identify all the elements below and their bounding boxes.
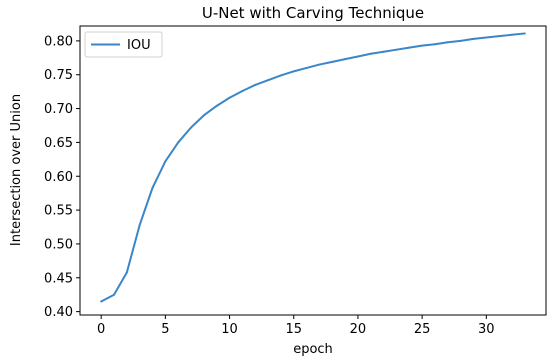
data-point	[472, 37, 475, 40]
x-tick-label: 25	[414, 322, 431, 337]
series-layer	[100, 32, 526, 303]
data-point	[113, 293, 116, 296]
data-point	[215, 104, 218, 107]
data-point	[446, 41, 449, 44]
data-point	[433, 43, 436, 46]
data-point	[408, 46, 411, 49]
y-tick-label: 0.45	[44, 271, 73, 286]
data-point	[241, 89, 244, 92]
data-point	[523, 32, 526, 35]
data-point	[421, 44, 424, 47]
x-axis-label: epoch	[293, 342, 333, 357]
plot-frame	[79, 25, 547, 316]
data-point	[138, 223, 141, 226]
chart-title: U-Net with Carving Technique	[202, 4, 424, 22]
data-point	[356, 55, 359, 58]
legend-label-iou: IOU	[127, 38, 151, 53]
data-point	[228, 96, 231, 99]
data-point	[202, 114, 205, 117]
data-point	[459, 39, 462, 42]
y-tick-label: 0.80	[44, 34, 73, 49]
legend: IOU	[84, 31, 163, 58]
x-tick-label: 0	[97, 322, 105, 337]
data-point	[485, 36, 488, 39]
data-point	[369, 52, 372, 55]
x-axis: 0 5 10 15 20 25 30	[97, 315, 495, 337]
data-point	[151, 186, 154, 189]
y-tick-label: 0.70	[44, 102, 73, 117]
data-point	[344, 58, 347, 61]
y-tick-label: 0.60	[44, 170, 73, 185]
y-tick-label: 0.40	[44, 305, 73, 320]
data-point	[382, 50, 385, 53]
data-point	[395, 48, 398, 51]
legend-box	[84, 31, 163, 58]
x-tick-label: 20	[350, 322, 367, 337]
y-tick-label: 0.65	[44, 136, 73, 151]
data-point	[318, 63, 321, 66]
data-point	[267, 79, 270, 82]
x-tick-label: 10	[221, 322, 238, 337]
y-tick-label: 0.55	[44, 204, 73, 219]
data-point	[305, 66, 308, 69]
data-point	[510, 33, 513, 36]
data-point	[190, 126, 193, 129]
data-point	[254, 83, 257, 86]
data-point	[125, 271, 128, 274]
data-point	[279, 74, 282, 77]
y-axis: 0.40 0.45 0.50 0.55 0.60 0.65 0.70 0.75 0.80	[44, 34, 80, 320]
y-tick-label: 0.75	[44, 68, 73, 83]
x-tick-label: 5	[161, 322, 169, 337]
x-tick-label: 15	[285, 322, 302, 337]
y-tick-label: 0.50	[44, 237, 73, 252]
data-point	[498, 35, 501, 38]
y-axis-label: Intersection over Union	[9, 94, 24, 246]
data-point	[164, 160, 167, 163]
series-line-iou	[100, 32, 525, 303]
data-point	[331, 60, 334, 63]
data-point	[292, 70, 295, 73]
x-tick-label: 30	[478, 322, 495, 337]
data-point	[177, 141, 180, 144]
data-point	[100, 300, 103, 303]
